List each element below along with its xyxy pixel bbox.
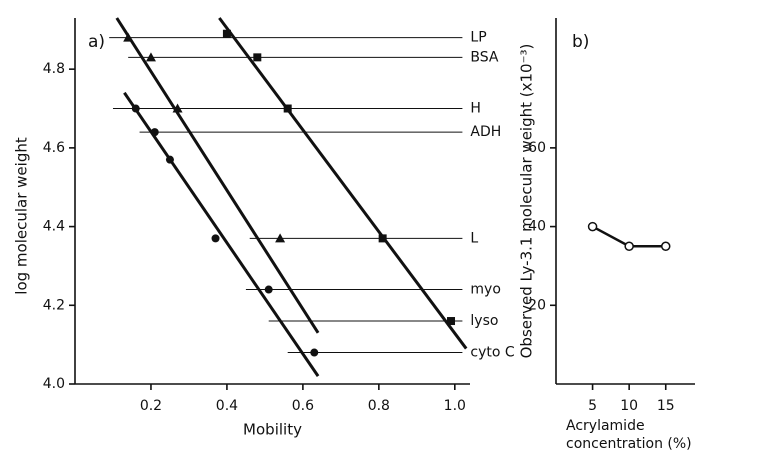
point <box>150 128 159 137</box>
reference-label: cyto C <box>470 345 514 361</box>
reference-label: myo <box>470 282 501 298</box>
y-tick-label: 4.8 <box>43 61 65 77</box>
point <box>222 29 231 38</box>
x-tick-label: 0.6 <box>292 398 314 414</box>
fit-line <box>218 17 468 350</box>
fit-line <box>123 91 320 377</box>
point <box>378 234 387 243</box>
point <box>587 221 598 232</box>
point <box>264 285 273 294</box>
point <box>123 32 134 42</box>
point <box>253 53 262 62</box>
y-tick-label: 4.2 <box>43 297 65 313</box>
point <box>310 348 319 357</box>
y-tick-label: 60 <box>528 140 546 156</box>
x-axis-label: Acrylamide <box>566 418 645 434</box>
y-tick-label: 4.4 <box>43 219 65 235</box>
point <box>211 234 220 243</box>
x-tick-label: 10 <box>620 398 638 414</box>
x-tick-label: 5 <box>588 398 597 414</box>
fit-line <box>115 17 320 334</box>
panel-label: a) <box>88 32 105 52</box>
point <box>283 104 292 113</box>
point <box>624 241 634 252</box>
y-tick-label: 4.6 <box>43 140 65 156</box>
x-tick-label: 0.8 <box>368 398 390 414</box>
reference-label: lyso <box>470 313 498 329</box>
x-tick-label: 0.4 <box>216 398 238 414</box>
point <box>447 317 456 326</box>
y-tick-label: 4.0 <box>43 376 65 392</box>
reference-label: H <box>470 101 481 117</box>
reference-label: BSA <box>470 49 499 65</box>
point <box>145 52 156 62</box>
y-axis-label: Observed Ly-3.1 molecular weight (x10⁻³) <box>518 44 536 359</box>
x-axis-label: concentration (%) <box>566 436 692 452</box>
x-tick-label: 0.2 <box>140 398 162 414</box>
y-tick-label: 20 <box>528 297 546 313</box>
point <box>660 241 671 252</box>
point <box>131 104 140 113</box>
y-axis-label: log molecular weight <box>13 137 31 295</box>
panel-label: b) <box>572 32 589 52</box>
x-tick-label: 1.0 <box>444 398 466 414</box>
reference-label: LP <box>470 30 486 46</box>
y-tick-label: 40 <box>528 219 546 235</box>
reference-label: ADH <box>470 124 501 140</box>
point <box>275 233 286 243</box>
x-axis-label: Mobility <box>243 421 302 439</box>
point <box>172 103 183 113</box>
point <box>165 155 174 164</box>
x-tick-label: 15 <box>657 398 675 414</box>
reference-label: L <box>470 230 478 246</box>
